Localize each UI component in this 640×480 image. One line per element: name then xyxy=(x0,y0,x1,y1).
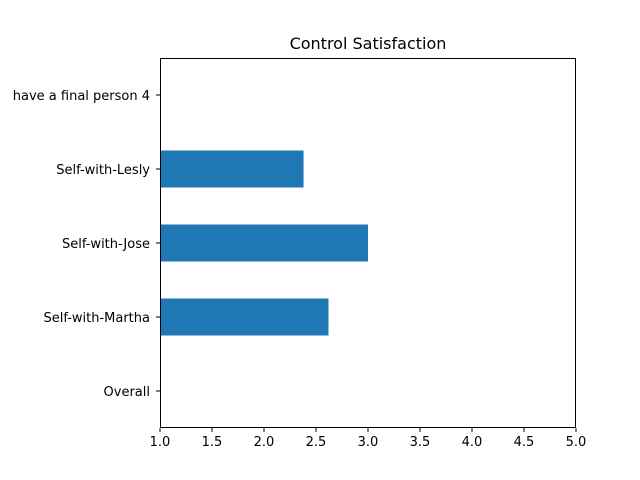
y-tick-label: Overall xyxy=(104,385,150,400)
chart-title: Control Satisfaction xyxy=(290,34,447,53)
x-tick-label: 4.5 xyxy=(514,435,535,450)
x-axis: 1.0 1.5 2.0 2.5 3.0 3.5 4.0 4.5 5.0 xyxy=(150,428,587,450)
x-tick-label: 5.0 xyxy=(566,435,587,450)
x-tick-label: 1.5 xyxy=(202,435,223,450)
y-tick-label: Self-with-Jose xyxy=(62,237,150,252)
y-tick-label: Self-with-Martha xyxy=(43,311,150,326)
plot-frame xyxy=(160,58,576,428)
y-axis: Overall Self-with-Martha Self-with-Jose Sel… xyxy=(13,89,160,400)
x-tick-label: 2.5 xyxy=(306,435,327,450)
x-tick-label: 3.5 xyxy=(410,435,431,450)
x-tick-label: 3.0 xyxy=(358,435,379,450)
bar-self-with-lesly xyxy=(160,150,304,188)
x-tick-label: 1.0 xyxy=(150,435,171,450)
bars-group xyxy=(160,150,368,336)
bar-self-with-jose xyxy=(160,224,368,262)
x-tick-label: 2.0 xyxy=(254,435,275,450)
x-tick-label: 4.0 xyxy=(462,435,483,450)
y-tick-label: have a final person 4 xyxy=(13,89,150,104)
bar-self-with-martha xyxy=(160,298,329,336)
y-tick-label: Self-with-Lesly xyxy=(56,163,150,178)
